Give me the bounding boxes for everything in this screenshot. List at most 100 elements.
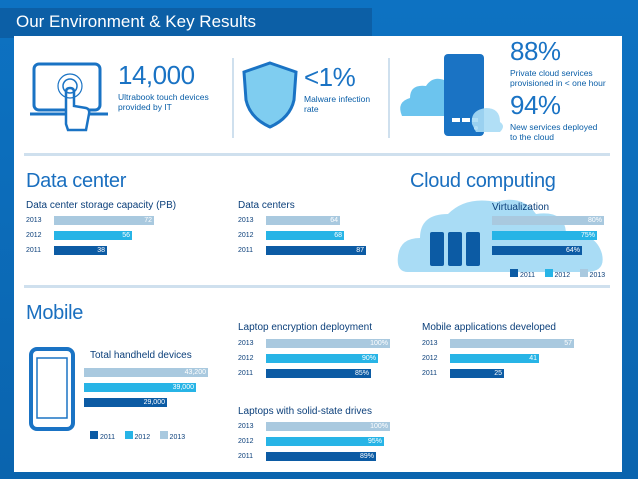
bar-value-label: 85% [354, 370, 369, 377]
bar-value-label: 29,000 [143, 399, 165, 406]
bar-value-label: 43,200 [184, 369, 206, 376]
bar-2011: 25 [450, 369, 504, 378]
bar-value-label: 72 [144, 217, 152, 224]
bar-value-label: 68 [334, 232, 342, 239]
category-label: 2012 [238, 232, 254, 239]
ultrabook-value: 14,000 [118, 60, 195, 90]
chart-title: Virtualization [492, 202, 550, 213]
bar-2013: 43,200 [84, 368, 208, 377]
bar-2013: 57 [450, 339, 574, 348]
legend-swatch-2012 [124, 430, 133, 439]
bar-value-label: 87 [356, 247, 364, 254]
bar-2012: 90% [266, 354, 378, 363]
shield-icon [242, 61, 298, 129]
bar-2013: 64 [266, 216, 340, 225]
bar-value-label: 56 [122, 232, 130, 239]
infographic-panel: 14,000 Ultrabook touch devices provided … [14, 36, 622, 472]
touch-laptop-icon [30, 62, 108, 132]
section-divider [24, 153, 610, 156]
category-label: 2013 [238, 423, 254, 430]
category-label: 2012 [238, 438, 254, 445]
bar-value-label: 38 [97, 247, 105, 254]
legend-2012: 2012 [554, 272, 571, 279]
smartphone-icon [29, 347, 75, 431]
chart-title: Total handheld devices [90, 350, 192, 361]
bar-2011: 64% [492, 246, 582, 255]
bar-2011: 87 [266, 246, 366, 255]
bar-2013: 72 [54, 216, 154, 225]
private-cloud-caption-1: Private cloud services [510, 68, 593, 78]
bar-2011: 29,000 [84, 398, 167, 407]
category-label: 2011 [238, 370, 254, 377]
bar-value-label: 57 [564, 340, 572, 347]
bar-value-label: 100% [370, 340, 388, 347]
malware-value: <1% [304, 62, 356, 92]
chart-title: Data centers [238, 200, 295, 211]
bar-2012: 56 [54, 231, 132, 240]
bar-2011: 85% [266, 369, 371, 378]
chart-title: Data center storage capacity (PB) [26, 200, 177, 211]
bar-2012: 75% [492, 231, 597, 240]
bar-2012: 39,000 [84, 383, 196, 392]
chart-title: Laptops with solid-state drives [238, 406, 372, 417]
cloud-computing-heading: Cloud computing [410, 170, 556, 192]
section-divider [24, 285, 610, 288]
category-label: 2013 [422, 340, 438, 347]
private-cloud-caption-2: provisioned in < one hour [510, 78, 606, 88]
category-label: 2012 [26, 232, 42, 239]
legend-2012: 2012 [134, 434, 151, 441]
legend-2013: 2013 [169, 434, 186, 441]
legend-2011: 2011 [520, 272, 536, 279]
bar-2013: 100% [266, 339, 390, 348]
bar-value-label: 90% [361, 355, 376, 362]
category-label: 2013 [26, 217, 42, 224]
bar-value-label: 25 [494, 370, 502, 377]
bar-value-label: 80% [587, 217, 602, 224]
new-services-caption-1: New services deployed [510, 122, 598, 132]
mobile-heading: Mobile [26, 302, 84, 324]
category-label: 2013 [238, 217, 254, 224]
bar-2013: 80% [492, 216, 604, 225]
legend-2011: 2011 [100, 434, 116, 441]
bar-2012: 95% [266, 437, 384, 446]
chart-title: Mobile applications developed [422, 322, 556, 333]
legend-swatch-2011 [510, 268, 518, 277]
malware-caption-2: rate [304, 104, 319, 114]
bar-2012: 68 [266, 231, 344, 240]
mobile-legend: 2011 2012 2013 [90, 426, 185, 444]
new-services-value: 94% [510, 90, 561, 120]
legend-2013: 2013 [589, 272, 606, 279]
divider [232, 58, 234, 138]
category-label: 2011 [238, 247, 254, 254]
legend-swatch-2013 [579, 268, 588, 277]
data-center-heading: Data center [26, 170, 127, 192]
category-label: 2011 [422, 370, 438, 377]
bar-value-label: 41 [529, 355, 537, 362]
ultrabook-caption-1: Ultrabook touch devices [118, 92, 209, 102]
category-label: 2011 [238, 453, 254, 460]
bar-2011: 89% [266, 452, 376, 461]
legend-swatch-2011 [90, 430, 98, 439]
category-label: 2013 [238, 340, 254, 347]
category-label: 2011 [26, 247, 42, 254]
private-cloud-value: 88% [510, 36, 561, 66]
bar-value-label: 64% [565, 247, 580, 254]
bar-value-label: 89% [359, 453, 374, 460]
category-label: 2012 [422, 355, 438, 362]
ultrabook-caption-2: provided by IT [118, 102, 172, 112]
divider [388, 58, 390, 138]
bar-value-label: 39,000 [172, 384, 194, 391]
legend-swatch-2013 [159, 430, 168, 439]
bar-2012: 41 [450, 354, 539, 363]
malware-caption-1: Malware infection [304, 94, 371, 104]
title-bar [0, 8, 372, 38]
chart-title: Laptop encryption deployment [238, 322, 372, 333]
category-label: 2012 [238, 355, 254, 362]
bar-value-label: 75% [580, 232, 595, 239]
new-services-caption-2: to the cloud [510, 132, 554, 142]
bar-value-label: 64 [330, 217, 338, 224]
legend-swatch-2012 [544, 268, 553, 277]
cloud-server-icon [400, 54, 503, 136]
bar-value-label: 100% [370, 423, 388, 430]
bar-2013: 100% [266, 422, 390, 431]
